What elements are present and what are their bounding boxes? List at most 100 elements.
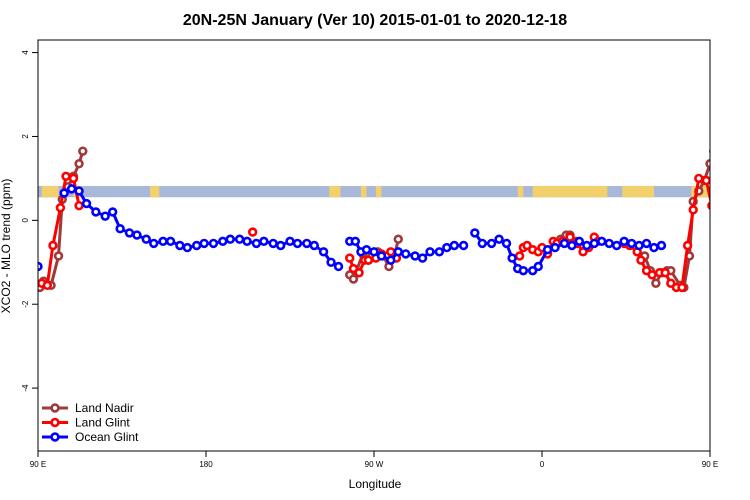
series-layer — [38, 146, 710, 293]
data-point-ocean-glint — [376, 251, 387, 261]
x-tick-label: 90 W — [365, 460, 384, 469]
data-point-land-glint — [55, 203, 66, 213]
series-ocean-glint — [38, 184, 667, 276]
data-point-ocean-glint — [626, 238, 637, 249]
y-axis-label: XCO2 - MLO trend (ppm) — [0, 179, 13, 314]
land-patch — [375, 185, 382, 198]
series-line-land-nadir — [643, 158, 710, 290]
data-point-land-glint — [61, 171, 71, 182]
data-point-ocean-glint — [507, 253, 517, 263]
land-patch — [41, 185, 59, 198]
data-point-ocean-glint — [634, 240, 644, 251]
data-point-ocean-glint — [559, 238, 570, 249]
legend-swatch-marker — [50, 403, 60, 413]
x-tick-label: 0 — [540, 460, 545, 469]
data-point-ocean-glint — [208, 238, 219, 249]
data-point-ocean-glint — [100, 211, 110, 221]
data-point-land-glint — [42, 280, 53, 291]
data-point-land-glint — [660, 268, 670, 278]
y-tick-label: 0 — [21, 218, 30, 223]
data-point-land-nadir — [348, 274, 359, 284]
data-point-ocean-glint — [350, 236, 361, 247]
data-point-ocean-glint — [611, 240, 622, 251]
data-point-ocean-glint — [191, 240, 202, 251]
legend-swatch-marker — [50, 417, 60, 428]
data-point-ocean-glint — [477, 238, 487, 249]
data-point-ocean-glint — [401, 249, 411, 259]
data-point-land-glint — [48, 240, 58, 251]
series-line-land-nadir — [38, 150, 85, 289]
data-point-land-glint — [694, 173, 704, 184]
y-tick-label: -4 — [21, 384, 30, 392]
data-point-ocean-glint — [225, 234, 235, 244]
land-patch — [532, 185, 608, 198]
legend-item-ocean-glint: Ocean Glint — [42, 430, 139, 444]
data-point-ocean-glint — [417, 253, 428, 263]
data-point-ocean-glint — [275, 240, 286, 251]
data-point-ocean-glint — [518, 265, 529, 276]
legend-label: Land Glint — [75, 416, 130, 430]
data-point-land-glint — [386, 247, 396, 257]
data-point-ocean-glint — [486, 238, 497, 249]
data-point-ocean-glint — [115, 224, 125, 234]
data-point-ocean-glint — [158, 236, 168, 247]
data-point-ocean-glint — [641, 238, 652, 249]
land-patch — [622, 185, 654, 198]
data-point-ocean-glint — [292, 238, 303, 249]
data-point-ocean-glint — [649, 242, 659, 253]
data-point-land-glint — [701, 175, 710, 186]
data-point-ocean-glint — [74, 186, 84, 196]
data-point-land-glint — [565, 232, 575, 242]
land-patch — [360, 185, 367, 198]
data-point-ocean-glint — [604, 238, 614, 249]
data-point-ocean-glint — [458, 240, 469, 251]
data-point-land-nadir — [651, 278, 661, 288]
legend-label: Land Nadir — [75, 401, 134, 415]
data-point-ocean-glint — [81, 198, 92, 209]
data-point-land-nadir — [78, 146, 88, 156]
data-point-ocean-glint — [425, 247, 435, 257]
legend-item-land-nadir: Land Nadir — [42, 401, 134, 415]
data-point-ocean-glint — [619, 236, 629, 247]
data-point-ocean-glint — [302, 238, 312, 249]
data-point-land-nadir — [709, 148, 710, 154]
data-point-ocean-glint — [656, 240, 667, 251]
data-point-land-glint — [74, 200, 84, 211]
data-point-ocean-glint — [533, 261, 543, 272]
data-point-ocean-glint — [410, 251, 420, 261]
data-point-land-glint — [345, 253, 355, 263]
data-point-ocean-glint — [182, 242, 193, 253]
data-point-ocean-glint — [66, 184, 77, 194]
data-point-ocean-glint — [38, 261, 43, 272]
data-point-ocean-glint — [59, 188, 69, 198]
data-point-land-nadir — [393, 234, 403, 244]
data-point-ocean-glint — [369, 247, 379, 257]
data-point-ocean-glint — [550, 242, 560, 253]
data-point-ocean-glint — [470, 228, 480, 238]
x-axis-label: Longitude — [349, 477, 402, 491]
data-point-ocean-glint — [165, 236, 176, 247]
data-point-ocean-glint — [542, 244, 553, 255]
data-point-ocean-glint — [107, 207, 118, 217]
legend-item-land-glint: Land Glint — [42, 416, 130, 430]
data-point-land-glint — [688, 205, 698, 215]
data-point-ocean-glint — [393, 247, 403, 257]
land-patch — [329, 185, 341, 198]
data-point-ocean-glint — [285, 236, 295, 247]
x-tick-label: 90 E — [702, 460, 718, 469]
land-patch — [517, 185, 524, 198]
data-point-ocean-glint — [251, 238, 262, 249]
series-line-ocean-glint — [63, 187, 340, 268]
x-tick-label: 180 — [199, 460, 213, 469]
y-tick-label: -2 — [21, 300, 30, 308]
data-point-land-glint — [363, 255, 374, 265]
data-point-ocean-glint — [141, 234, 151, 244]
data-point-land-nadir — [53, 251, 64, 261]
data-point-ocean-glint — [259, 236, 269, 247]
data-point-ocean-glint — [218, 236, 228, 247]
data-point-land-glint — [682, 240, 693, 251]
legend-label: Ocean Glint — [75, 430, 139, 444]
data-point-ocean-glint — [386, 255, 396, 265]
data-point-land-glint — [647, 270, 657, 280]
